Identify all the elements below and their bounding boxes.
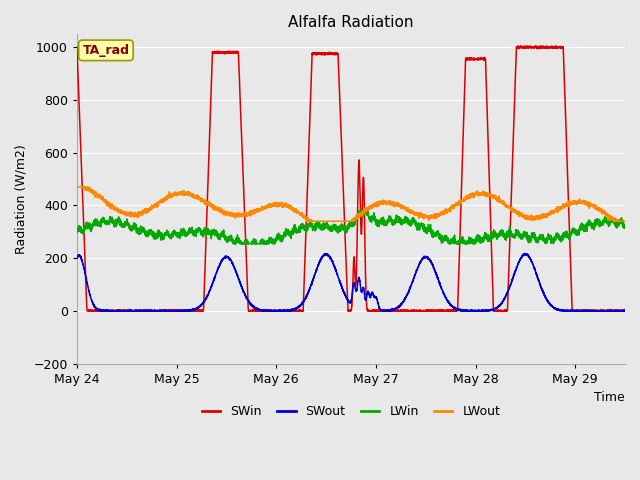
Legend: SWin, SWout, LWin, LWout: SWin, SWout, LWin, LWout — [196, 400, 506, 423]
Y-axis label: Radiation (W/m2): Radiation (W/m2) — [15, 144, 28, 254]
Text: TA_rad: TA_rad — [83, 44, 129, 57]
X-axis label: Time: Time — [595, 391, 625, 404]
Title: Alfalfa Radiation: Alfalfa Radiation — [288, 15, 413, 30]
